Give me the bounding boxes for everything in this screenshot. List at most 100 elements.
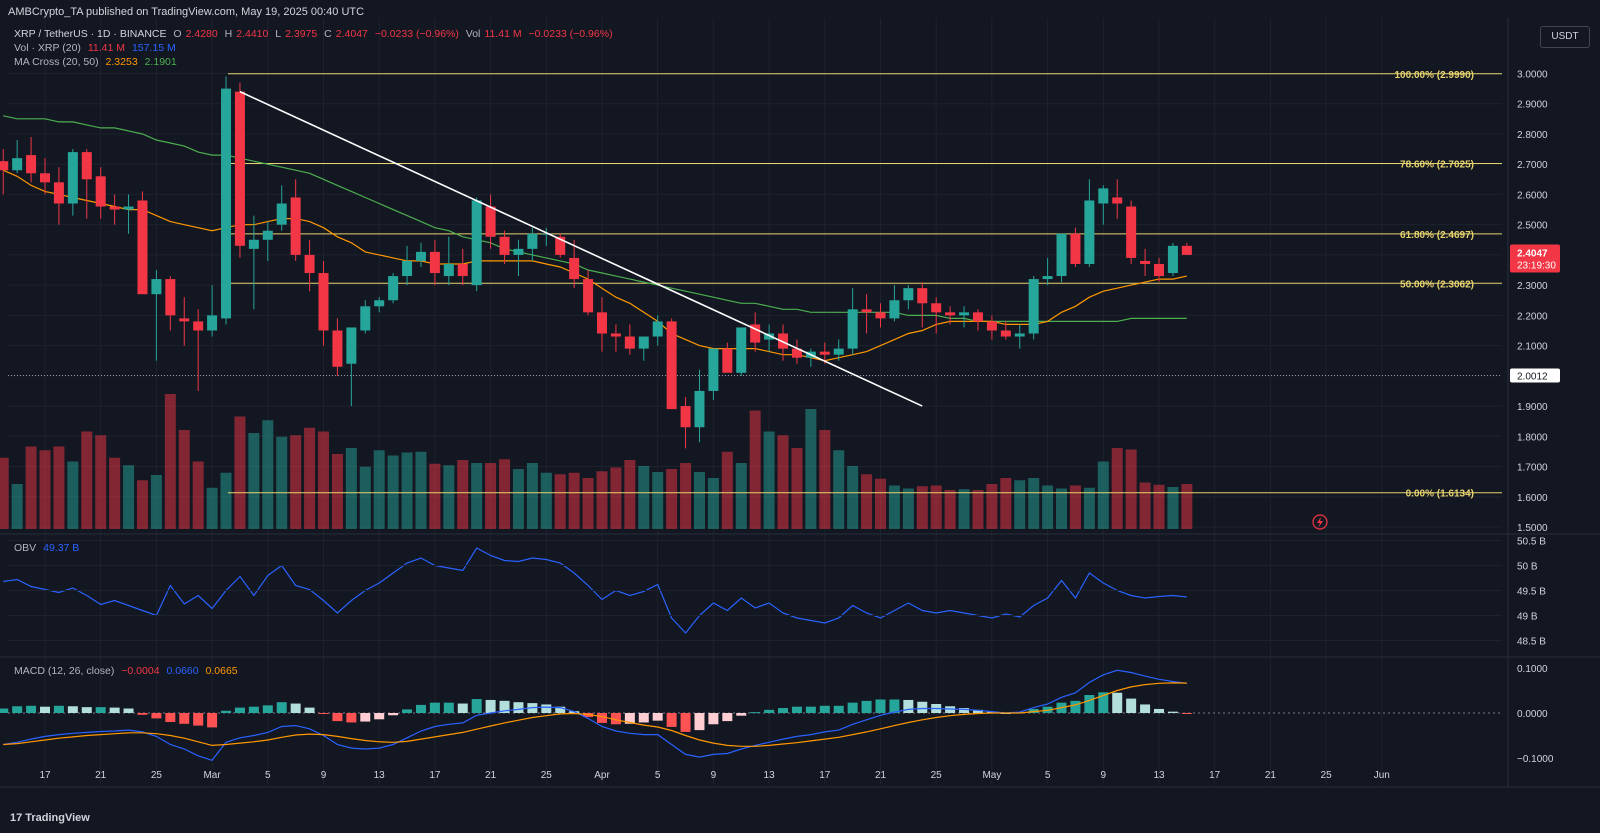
volume-bar [568,472,580,529]
candle-body [485,206,496,237]
macd-histogram-bar [903,699,914,713]
candle-body [95,176,106,207]
time-axis-tick: 5 [265,770,271,781]
macd-axis-tick: 0.1000 [1517,664,1548,675]
volume-bar [11,484,23,529]
volume-bar [178,430,190,529]
time-axis-tick: 5 [655,770,661,781]
macd-histogram-bar [318,713,329,714]
candle-body [248,239,259,249]
macd-histogram-bar [819,705,830,713]
volume-bar [512,469,524,529]
candle-body [541,233,552,235]
volume-bar [109,457,121,529]
macd-histogram-bar [1098,692,1109,713]
obv-axis-tick: 50.5 B [1517,537,1546,548]
candle-body [388,276,399,301]
obv-axis-tick: 50 B [1517,562,1538,573]
volume-bar [693,472,705,529]
candle-body [791,348,802,358]
currency-button[interactable]: USDT [1540,26,1590,48]
candle-body [415,251,426,261]
macd-histogram-bar [764,709,775,713]
candle-body [638,336,649,349]
volume-bar [164,394,176,529]
candle-body [67,152,78,204]
macd-histogram-bar [95,707,106,713]
volume-bar [1097,461,1109,529]
time-axis-tick: May [982,770,1001,781]
candle-body [945,312,956,316]
volume-bar [624,460,636,529]
volume-change: −0.0233 (−0.96%) [528,28,613,40]
time-axis-tick: 9 [1101,770,1107,781]
candle-body [764,333,775,340]
ma-cross-legend[interactable]: MA Cross (20, 50) 2.3253 2.1901 [14,56,177,68]
candle-body [304,254,315,274]
time-axis-tick: 21 [485,770,497,781]
volume-bar [123,465,135,529]
candle-body [610,333,621,337]
volume-bar [1153,484,1165,529]
candle-body [917,288,928,304]
volume-bar [53,446,65,529]
volume-bar [791,448,803,529]
candle-body [374,300,385,307]
volume-bar [359,466,371,529]
candle-body [346,327,357,364]
time-axis-tick: 17 [819,770,831,781]
price-axis-tick: 1.8000 [1517,432,1548,443]
volume-bar [972,490,984,529]
macd-histogram-bar [67,706,78,713]
alert-lightning-icon [1312,514,1328,530]
macd-histogram-bar [443,702,454,713]
volume-bar [1139,482,1151,529]
obv-line [3,547,1187,634]
volume-legend[interactable]: Vol · XRP (20) 11.41 M 157.15 M [14,42,176,54]
candle-body [1014,333,1025,337]
macd-histogram-bar [402,709,413,713]
volume-bar [136,480,148,529]
macd-histogram-bar [750,712,761,714]
macd-histogram-bar [374,713,385,720]
alert-lightning-glyph [1317,517,1323,528]
candle-body [1070,233,1081,264]
candle-body [1112,197,1123,204]
candle-body [1167,245,1178,274]
macd-histogram-bar [137,713,148,715]
candle-body [1042,276,1053,280]
candle-body [165,279,176,316]
volume-bar [680,463,692,529]
candle-body [527,233,538,249]
symbol-name[interactable]: XRP / TetherUS · 1D · BINANCE [14,28,167,40]
volume-bar [457,460,469,529]
candle-body [1126,206,1137,258]
candle-body [109,206,120,210]
volume-bar [1042,485,1054,529]
time-axis-tick: Apr [594,770,610,781]
tradingview-logo-icon: 17 [10,812,23,824]
volume-bar [248,433,260,529]
volume-bar [749,410,761,529]
macd-histogram-bar [1140,704,1151,713]
price-axis-tick: 2.2000 [1517,311,1548,322]
volume-bar [345,448,357,529]
price-axis-tick: 3.0000 [1517,70,1548,81]
obv-legend[interactable]: OBV 49.37 B [14,542,80,554]
candle-body [221,88,232,319]
time-axis-tick: 9 [711,770,717,781]
time-axis-tick: 5 [1045,770,1051,781]
candle-body [861,309,872,313]
time-axis-tick: 17 [429,770,441,781]
volume-bar [401,452,413,529]
time-axis-tick: 13 [1153,770,1165,781]
candle-body [1154,263,1164,277]
macd-histogram-bar [262,705,273,713]
volume-bar [67,461,79,529]
macd-legend[interactable]: MACD (12, 26, close) −0.0004 0.0660 0.06… [14,665,238,677]
candle-body [583,279,594,313]
fib-level-label: 61.80% (2.4697) [1400,230,1474,241]
candle-body [903,288,914,301]
candle-body [402,260,413,277]
